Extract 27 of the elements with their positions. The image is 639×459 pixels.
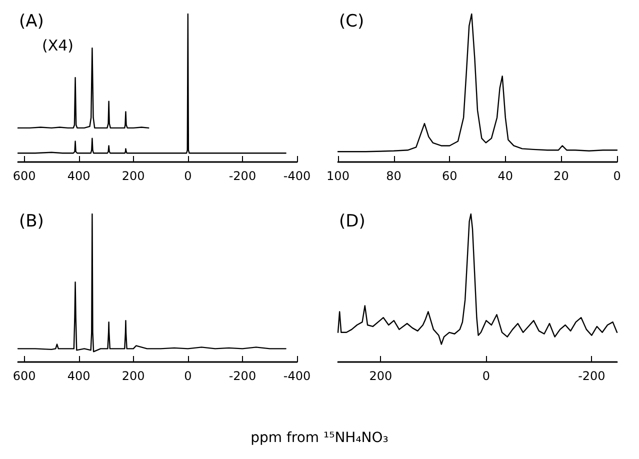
x-tick-label: 0 [184, 169, 192, 183]
x-tick-label: -400 [283, 169, 311, 183]
x-tick-label: 600 [12, 169, 36, 183]
x-tick-label: 200 [122, 169, 145, 183]
x-tick-label: 0 [482, 369, 490, 383]
chart-title: (D) [339, 212, 366, 232]
chart-title: (B) [19, 212, 44, 232]
x-tick-label: 40 [498, 169, 514, 183]
x-tick-label: 60 [442, 169, 458, 183]
x-tick-label: 80 [386, 169, 402, 183]
chart-title: (A) [19, 12, 44, 32]
x-tick-label: 600 [12, 369, 36, 383]
x-tick-label: 200 [369, 369, 392, 383]
annotation: (X4) [42, 36, 74, 54]
x-tick-label: 0 [184, 369, 192, 383]
x-tick-label: -200 [228, 169, 256, 183]
x-tick-label: 400 [67, 369, 90, 383]
x-tick-label: 0 [613, 169, 621, 183]
x-tick-label: 100 [326, 169, 350, 183]
x-tick-label: -200 [228, 369, 256, 383]
x-tick-label: -200 [578, 369, 606, 383]
x-tick-label: -400 [283, 369, 311, 383]
x-tick-label: 400 [67, 169, 90, 183]
x-tick-label: 200 [122, 369, 145, 383]
x-axis-title: ppm from ¹⁵NH₄NO₃ [250, 430, 390, 446]
x-tick-label: 20 [554, 169, 569, 183]
chart-title: (C) [339, 12, 364, 32]
